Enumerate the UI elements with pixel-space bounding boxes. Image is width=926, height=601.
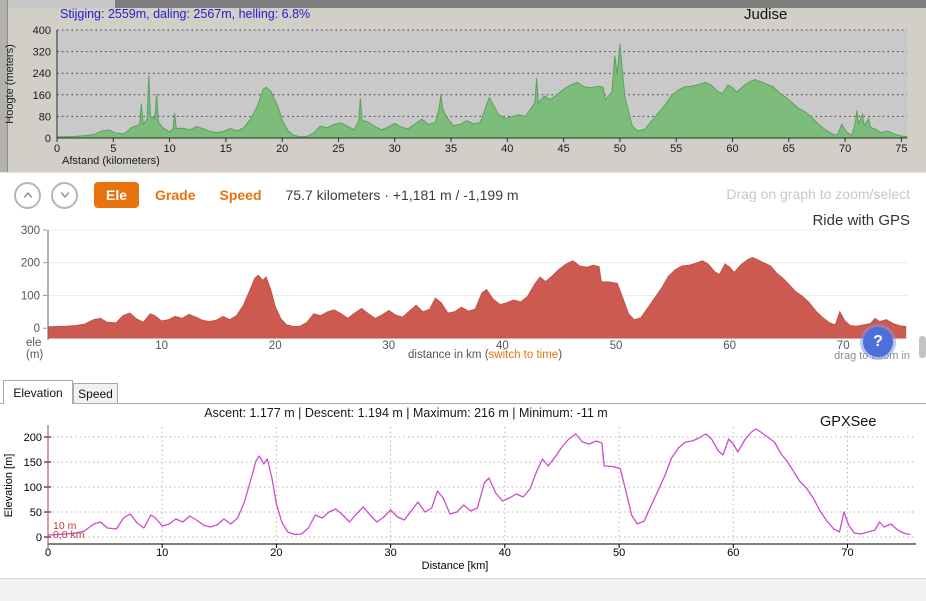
svg-text:10 m: 10 m bbox=[53, 520, 77, 532]
svg-text:0: 0 bbox=[45, 133, 51, 145]
tab-ele[interactable]: Ele bbox=[94, 182, 140, 208]
tab-speed[interactable]: Speed bbox=[211, 182, 269, 208]
svg-text:300: 300 bbox=[21, 225, 40, 237]
svg-text:320: 320 bbox=[33, 47, 51, 59]
x-caption-prefix: distance in km ( bbox=[408, 349, 489, 361]
chevron-up-icon bbox=[23, 192, 32, 198]
svg-text:0: 0 bbox=[45, 547, 51, 559]
gpxsee-brand: GPXSee bbox=[820, 414, 877, 430]
svg-text:60: 60 bbox=[727, 547, 739, 559]
svg-text:Afstand (kilometers): Afstand (kilometers) bbox=[62, 155, 160, 167]
svg-text:45: 45 bbox=[557, 143, 569, 155]
svg-text:50: 50 bbox=[614, 143, 626, 155]
svg-text:70: 70 bbox=[837, 340, 850, 352]
elevation-stats-text: Stijging: 2559m, daling: 2567m, helling:… bbox=[60, 7, 311, 21]
svg-text:50: 50 bbox=[30, 507, 42, 519]
svg-text:10: 10 bbox=[163, 143, 175, 155]
svg-text:75: 75 bbox=[895, 143, 907, 155]
svg-text:15: 15 bbox=[220, 143, 232, 155]
svg-text:60: 60 bbox=[726, 143, 738, 155]
tab-speed-gpxsee[interactable]: Speed bbox=[73, 383, 118, 404]
svg-text:20: 20 bbox=[276, 143, 288, 155]
svg-text:20: 20 bbox=[269, 340, 282, 352]
svg-text:100: 100 bbox=[24, 482, 42, 494]
svg-text:30: 30 bbox=[384, 547, 396, 559]
route-summary: 75.7 kilometers · +1,181 m / -1,199 m bbox=[285, 187, 519, 203]
svg-text:55: 55 bbox=[670, 143, 682, 155]
question-mark-icon: ? bbox=[873, 333, 883, 350]
scrollbar-thumb[interactable] bbox=[919, 336, 926, 358]
svg-text:40: 40 bbox=[499, 547, 511, 559]
svg-text:Distance [km]: Distance [km] bbox=[422, 560, 489, 572]
judise-elevation-chart: 0 80 160 240 320 400 0 5 10 15 20 25 30 35 40 45 50 55 60 6… bbox=[4, 25, 908, 167]
svg-text:150: 150 bbox=[24, 457, 42, 469]
svg-text:0: 0 bbox=[34, 323, 40, 335]
y-axis-label-line2: (m) bbox=[26, 349, 44, 361]
switch-to-time-link[interactable]: switch to time bbox=[488, 349, 559, 361]
svg-text:50: 50 bbox=[613, 547, 625, 559]
window-titlebar-strip bbox=[115, 0, 926, 8]
x-caption-suffix: ) bbox=[558, 349, 563, 361]
tab-border-line bbox=[0, 403, 926, 404]
svg-text:40: 40 bbox=[501, 143, 513, 155]
svg-text:400: 400 bbox=[33, 25, 51, 37]
svg-text:160: 160 bbox=[33, 90, 51, 102]
svg-text:35: 35 bbox=[445, 143, 457, 155]
status-bar: 75,3 km 04:50:30M bbox=[0, 578, 926, 601]
svg-text:60: 60 bbox=[723, 340, 736, 352]
svg-text:30: 30 bbox=[382, 340, 395, 352]
help-button[interactable]: ? bbox=[863, 327, 893, 357]
svg-text:100: 100 bbox=[21, 291, 40, 303]
rwgps-y-axis-label: ele (m) bbox=[26, 337, 43, 361]
gpxsee-elevation-chart: 0 50 100 150 200 0 10 20 30 40 50 60 70 Distance [km]… bbox=[3, 425, 916, 572]
chevron-down-icon bbox=[60, 192, 69, 198]
tab-grade[interactable]: Grade bbox=[147, 182, 203, 208]
tab-elevation[interactable]: Elevation bbox=[3, 380, 73, 404]
track-statistics: Ascent: 1.177 m | Descent: 1.194 m | Max… bbox=[204, 406, 608, 420]
svg-text:40: 40 bbox=[496, 340, 509, 352]
svg-text:30: 30 bbox=[389, 143, 401, 155]
svg-text:200: 200 bbox=[21, 258, 40, 270]
svg-text:65: 65 bbox=[783, 143, 795, 155]
svg-text:25: 25 bbox=[332, 143, 344, 155]
svg-text:0,0 km: 0,0 km bbox=[53, 529, 85, 541]
svg-text:70: 70 bbox=[839, 143, 851, 155]
svg-text:0: 0 bbox=[36, 532, 42, 544]
rwgps-x-axis-caption: distance in km (switch to time) bbox=[408, 349, 562, 361]
svg-text:Hoogte (meters): Hoogte (meters) bbox=[4, 44, 16, 123]
svg-text:240: 240 bbox=[33, 68, 51, 80]
judise-title: Judise bbox=[744, 6, 788, 23]
collapse-up-button[interactable] bbox=[14, 181, 41, 209]
svg-text:5: 5 bbox=[110, 143, 116, 155]
y-axis-label-line1: ele bbox=[26, 337, 42, 349]
rwgps-brand: Ride with GPS bbox=[812, 212, 910, 229]
rwgps-toolbar: Ele Grade Speed 75.7 kilometers · +1,181… bbox=[14, 180, 519, 210]
svg-text:10: 10 bbox=[156, 547, 168, 559]
rwgps-elevation-chart[interactable]: 0 100 200 300 10 20 30 40 50 60 70 bbox=[0, 172, 926, 372]
svg-text:0: 0 bbox=[54, 143, 60, 155]
svg-text:20: 20 bbox=[270, 547, 282, 559]
expand-down-button[interactable] bbox=[51, 181, 78, 209]
svg-text:50: 50 bbox=[610, 340, 623, 352]
svg-text:70: 70 bbox=[841, 547, 853, 559]
svg-text:Elevation [m]: Elevation [m] bbox=[3, 454, 15, 518]
svg-text:80: 80 bbox=[39, 111, 51, 123]
drag-hint-text: Drag on graph to zoom/select bbox=[726, 186, 910, 202]
svg-text:200: 200 bbox=[24, 432, 42, 444]
svg-text:10: 10 bbox=[155, 340, 168, 352]
